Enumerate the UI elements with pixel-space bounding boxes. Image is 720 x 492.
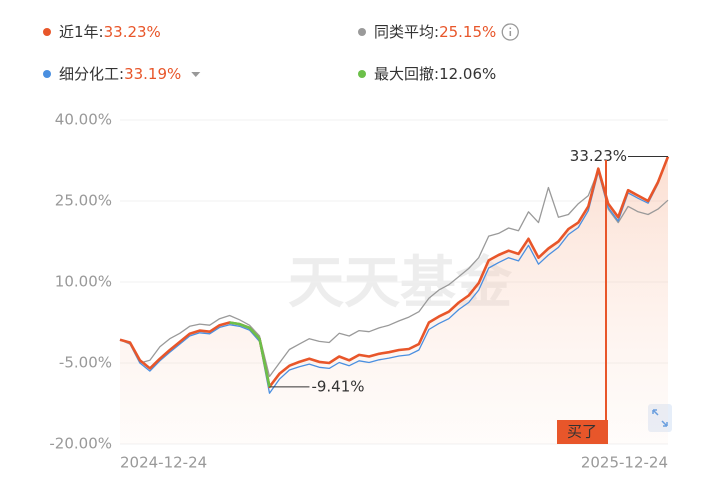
legend-dot bbox=[43, 28, 51, 36]
legend-name: 最大回撤: bbox=[374, 65, 439, 83]
dropdown-arrow[interactable] bbox=[191, 72, 201, 77]
legend-value: 33.23% bbox=[104, 23, 161, 41]
y-tick-label: 25.00% bbox=[55, 192, 112, 210]
legend-entry: 同类平均:25.15% bbox=[374, 23, 496, 41]
legend-entry: 细分化工:33.19% bbox=[59, 65, 181, 83]
area-fill bbox=[120, 156, 668, 444]
min-label: -9.41% bbox=[311, 377, 364, 395]
info-icon[interactable] bbox=[501, 23, 519, 41]
legend-value: 12.06% bbox=[439, 65, 496, 83]
y-tick-label: 10.00% bbox=[55, 273, 112, 291]
y-tick-label: -20.00% bbox=[49, 435, 112, 453]
y-tick-label: -5.00% bbox=[59, 354, 112, 372]
buy-label: 买了 bbox=[567, 423, 597, 441]
legend-entry: 最大回撤:12.06% bbox=[374, 65, 496, 83]
legend-name: 近1年: bbox=[59, 23, 104, 41]
legend-value: 25.15% bbox=[439, 23, 496, 41]
series-line bbox=[119, 156, 670, 389]
drawdown-line bbox=[229, 321, 271, 388]
info-glyph bbox=[509, 31, 512, 36]
legend-name: 细分化工: bbox=[59, 65, 124, 83]
legend-value: 33.19% bbox=[124, 65, 181, 83]
x-tick-label: 2024-12-24 bbox=[120, 454, 207, 472]
series-line bbox=[119, 169, 669, 378]
max-label: 33.23% bbox=[570, 147, 627, 165]
x-tick-label: 2025-12-24 bbox=[581, 454, 668, 472]
buy-tag[interactable] bbox=[557, 420, 608, 444]
legend-dot bbox=[358, 28, 366, 36]
legend-dot bbox=[358, 70, 366, 78]
info-glyph bbox=[509, 27, 512, 29]
series-line bbox=[119, 156, 669, 394]
legend-entry: 近1年:33.23% bbox=[59, 23, 161, 41]
y-tick-label: 40.00% bbox=[55, 111, 112, 129]
legend-dot bbox=[43, 70, 51, 78]
legend-name: 同类平均: bbox=[374, 23, 439, 41]
